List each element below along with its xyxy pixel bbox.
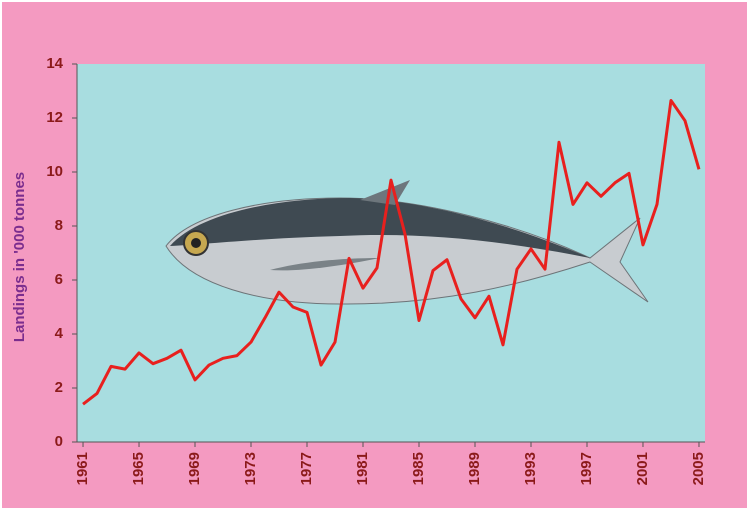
y-tick-label: 10 [46, 163, 63, 180]
x-tick-label: 1969 [186, 452, 203, 485]
x-tick-label: 1961 [74, 452, 91, 485]
y-tick-label: 6 [55, 271, 63, 288]
data-line [82, 98, 701, 406]
y-tick-label: 12 [46, 109, 63, 126]
x-tick-label: 1989 [466, 452, 483, 485]
y-axis-label: Landings in '000 tonnes [11, 172, 28, 342]
x-tick-label: 1993 [522, 452, 539, 485]
y-tick-label: 14 [46, 55, 63, 72]
x-tick-label: 1985 [410, 452, 427, 485]
x-tick-label: 1965 [130, 452, 147, 485]
x-tick-label: 1997 [578, 452, 595, 485]
y-tick-label: 0 [55, 433, 63, 450]
x-tick-label: 1977 [298, 452, 315, 485]
y-tick-label: 4 [55, 325, 64, 342]
x-tick-label: 1981 [354, 452, 371, 485]
y-tick-label: 2 [55, 379, 63, 396]
x-tick-label: 2001 [634, 452, 651, 485]
x-tick-label: 1973 [242, 452, 259, 485]
x-tick-label: 2005 [690, 452, 707, 485]
y-tick-label: 8 [55, 217, 63, 234]
